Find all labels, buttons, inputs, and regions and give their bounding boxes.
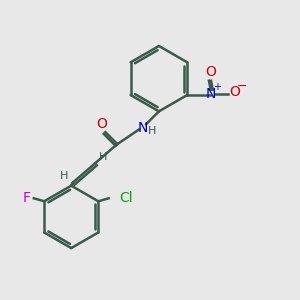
Text: −: − [236, 80, 247, 93]
Text: F: F [22, 191, 30, 205]
Text: O: O [96, 117, 107, 131]
Text: N: N [137, 121, 148, 135]
Text: O: O [229, 85, 240, 99]
Text: O: O [206, 65, 216, 79]
Text: N: N [206, 86, 216, 100]
Text: +: + [213, 82, 221, 92]
Text: Cl: Cl [119, 191, 133, 205]
Text: H: H [148, 126, 156, 136]
Text: H: H [60, 171, 68, 181]
Text: H: H [99, 152, 107, 162]
